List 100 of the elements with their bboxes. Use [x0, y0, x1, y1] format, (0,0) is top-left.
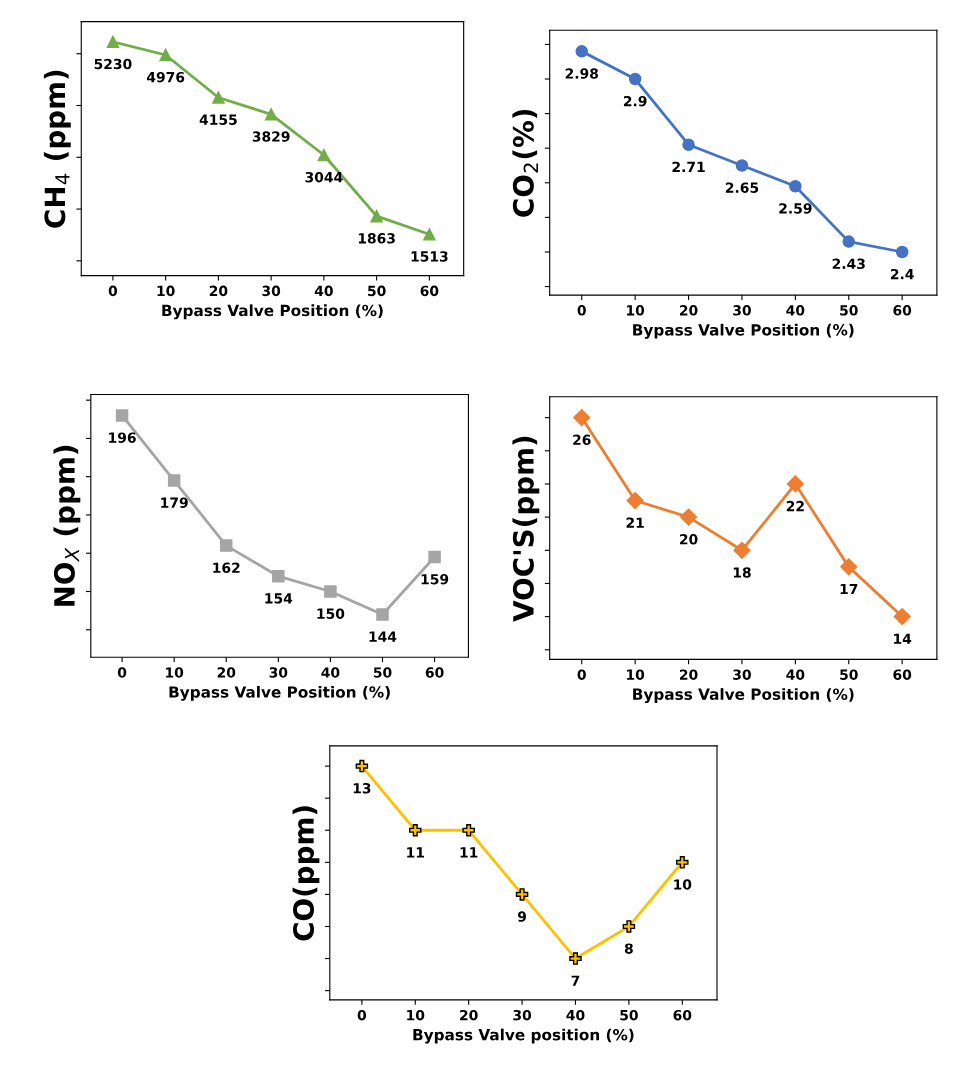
x-tick-label: 40: [786, 669, 805, 680]
x-tick-label: 60: [673, 1009, 692, 1021]
point: [628, 72, 642, 86]
x-axis-title: Bypass Valve Position (%): [633, 688, 854, 704]
x-tick-label: 10: [627, 305, 645, 316]
data-label: 196: [109, 432, 136, 443]
point: [423, 228, 436, 241]
x-axis-title: Bypass Valve Position (%): [162, 304, 383, 320]
data-label: 21: [626, 517, 644, 528]
x-axis-title: Bypass Valve position (%): [413, 1028, 634, 1044]
point: [272, 569, 285, 583]
x-tick-label: 60: [420, 285, 439, 297]
y-axis-title: CO(ppm): [292, 806, 320, 941]
point: [317, 148, 331, 162]
data-label: 22: [786, 500, 804, 512]
data-label: 2.9: [623, 95, 647, 107]
data-label: 1863: [358, 233, 395, 244]
data-label: 144: [369, 631, 397, 642]
data-label: 1513: [411, 251, 448, 262]
point: [679, 508, 698, 526]
data-label: 26: [573, 434, 591, 446]
point: [515, 888, 529, 901]
point: [264, 108, 278, 121]
data-label: 9: [517, 911, 527, 922]
point: [735, 159, 749, 172]
point: [733, 541, 751, 559]
x-tick-label: 30: [262, 285, 281, 297]
y-axis-title: CO$_{2}$(%): [512, 109, 539, 217]
data-label: 2.59: [779, 203, 812, 214]
x-tick-label: 30: [733, 305, 751, 316]
x-tick-label: 50: [840, 669, 858, 680]
point: [409, 823, 422, 837]
x-tick-label: 50: [373, 667, 392, 678]
data-label: 10: [674, 879, 692, 890]
data-label: 13: [353, 783, 371, 794]
x-tick-label: 50: [620, 1009, 638, 1021]
data-label: 14: [894, 633, 912, 644]
point: [682, 138, 695, 151]
y-axis-title: NO$_{X}$ (ppm): [53, 445, 81, 606]
data-label: 179: [161, 497, 188, 508]
x-tick-label: 10: [407, 1009, 425, 1021]
data-label: 4976: [146, 71, 185, 83]
point: [355, 759, 369, 773]
data-label: 150: [317, 608, 345, 619]
x-tick-label: 20: [209, 285, 228, 297]
x-tick-label: 40: [314, 285, 333, 297]
x-tick-label: 60: [893, 669, 912, 680]
x-tick-label: 10: [166, 667, 184, 678]
data-label: 7: [571, 975, 580, 986]
data-label: 2.71: [672, 161, 705, 172]
point: [167, 474, 181, 487]
x-tick-label: 30: [269, 667, 288, 678]
point: [428, 550, 441, 564]
x-tick-label: 60: [425, 667, 444, 678]
point: [370, 209, 383, 223]
data-label: 3829: [252, 131, 290, 142]
x-tick-label: 0: [577, 669, 586, 680]
point: [626, 491, 644, 510]
x-tick-label: 20: [679, 669, 698, 680]
data-label: 11: [460, 847, 478, 858]
point: [573, 409, 591, 427]
x-tick-label: 50: [368, 285, 386, 297]
point: [895, 245, 909, 259]
data-label: 17: [840, 583, 858, 595]
data-label: 154: [265, 593, 293, 604]
data-label: 8: [624, 943, 633, 954]
data-label: 2.43: [832, 258, 865, 270]
data-label: 2.65: [725, 182, 759, 193]
point: [212, 91, 225, 104]
point: [462, 823, 475, 837]
x-tick-label: 0: [117, 667, 127, 678]
x-tick-label: 40: [566, 1009, 585, 1021]
point: [219, 539, 233, 552]
point: [840, 558, 858, 576]
data-label: 20: [679, 534, 698, 545]
data-label: 2.98: [565, 68, 599, 79]
x-tick-label: 20: [460, 1009, 478, 1021]
x-tick-label: 30: [513, 1009, 532, 1021]
point: [622, 920, 636, 933]
x-tick-label: 0: [357, 1009, 367, 1021]
point: [575, 45, 588, 58]
x-tick-label: 50: [840, 305, 858, 316]
x-tick-label: 10: [157, 285, 175, 297]
point: [786, 475, 804, 493]
x-tick-label: 0: [108, 285, 118, 297]
data-label: 11: [407, 847, 424, 858]
x-tick-label: 60: [893, 305, 912, 316]
data-label: 5230: [94, 58, 132, 70]
data-label: 2.4: [890, 268, 914, 280]
x-axis-title: Bypass Valve Position (%): [169, 685, 390, 701]
point: [376, 608, 389, 621]
x-tick-label: 10: [627, 669, 645, 680]
x-tick-label: 40: [321, 667, 340, 678]
data-label: 18: [733, 567, 751, 578]
point: [324, 585, 337, 598]
point: [842, 235, 856, 248]
x-tick-label: 30: [733, 669, 751, 680]
point: [893, 608, 911, 626]
point: [569, 952, 582, 965]
point: [676, 856, 689, 869]
